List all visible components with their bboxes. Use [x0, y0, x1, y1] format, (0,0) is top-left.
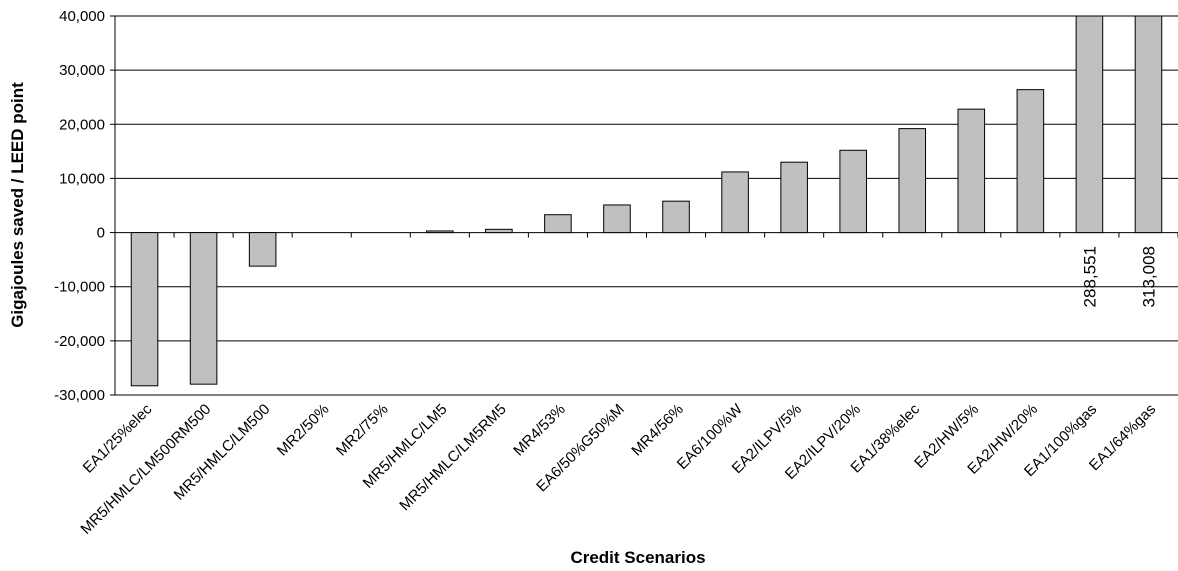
axes: [110, 15, 1178, 396]
x-axis-title: Credit Scenarios: [570, 548, 705, 567]
bar: [248, 232, 277, 267]
bar: [1016, 89, 1045, 234]
bar: [662, 200, 690, 234]
bar: [426, 230, 454, 234]
y-tick-label: 10,000: [59, 170, 105, 187]
x-tick-label: MR4/53%: [510, 401, 569, 460]
x-tick-label: MR2/75%: [333, 401, 392, 460]
bar: [780, 161, 808, 234]
y-tick-labels: -30,000 -20,000 -10,000 0 10,000 20,000 30,000…: [54, 8, 105, 404]
bar: [1134, 15, 1163, 234]
x-tick-label: MR5/HMLC/LM5RM5: [396, 401, 509, 514]
bar-data-label: 313,008: [1139, 246, 1158, 307]
bar: [839, 149, 867, 234]
bars: [130, 15, 1163, 387]
bar-data-label: 288,551: [1080, 246, 1099, 307]
bar: [544, 214, 572, 234]
y-tick-label: 0: [97, 225, 105, 242]
x-tick-label: MR4/56%: [628, 401, 687, 460]
y-tick-label: -20,000: [54, 333, 105, 350]
bar: [1075, 15, 1104, 234]
y-tick-label: 20,000: [59, 116, 105, 133]
bar: [957, 108, 986, 234]
y-tick-label: -10,000: [54, 279, 105, 296]
x-tick-labels: EA1/25%elecMR5/HMLC/LM500RM500MR5/HMLC/L…: [77, 400, 1159, 538]
bar: [189, 232, 218, 385]
bar: [898, 128, 927, 234]
data-labels: 288,551 313,008: [1080, 246, 1158, 307]
bar: [485, 228, 513, 234]
y-tick-label: 40,000: [59, 8, 105, 25]
y-tick-label: -30,000: [54, 387, 105, 404]
bar: [721, 171, 749, 234]
bar: [130, 232, 159, 387]
x-tick-label: MR2/50%: [274, 401, 333, 460]
y-axis-title: Gigajoules saved / LEED point: [8, 82, 27, 328]
bar: [603, 204, 631, 234]
y-tick-label: 30,000: [59, 62, 105, 79]
